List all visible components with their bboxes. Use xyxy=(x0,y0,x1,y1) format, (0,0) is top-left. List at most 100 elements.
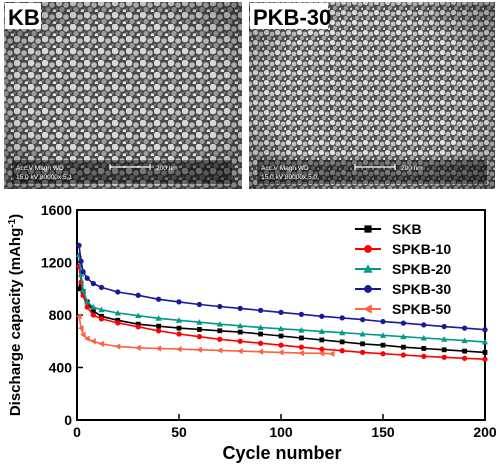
series-spkb-30 xyxy=(76,242,488,333)
data-point-spkb-30-13 xyxy=(257,307,264,314)
data-point-spkb-30-12 xyxy=(237,305,243,312)
data-point-spkb-30-2 xyxy=(80,269,86,275)
sem-info-line1-pkb30: Acc.V Magn WD xyxy=(261,165,309,172)
data-point-spkb-10-14 xyxy=(278,342,284,348)
data-point-spkb-10-6 xyxy=(115,320,121,326)
data-point-spkb-30-17 xyxy=(339,315,345,321)
data-point-spkb-10-23 xyxy=(461,355,468,361)
data-point-spkb-50-14 xyxy=(277,349,284,356)
data-point-skb-0 xyxy=(76,286,82,292)
y-axis-title-close: ) xyxy=(7,214,24,219)
data-point-spkb-10-24 xyxy=(482,356,488,362)
legend-item-spkb-30: SPKB-30 xyxy=(355,281,451,297)
data-point-spkb-20-13 xyxy=(257,324,264,330)
data-point-spkb-20-23 xyxy=(461,337,468,344)
data-point-spkb-30-19 xyxy=(380,318,386,325)
data-point-skb-10 xyxy=(197,327,202,332)
data-point-spkb-20-22 xyxy=(441,336,448,342)
data-point-skb-8 xyxy=(156,323,161,329)
data-point-spkb-20-19 xyxy=(379,332,387,338)
data-point-spkb-30-14 xyxy=(278,309,284,316)
sem-panel-pkb30: PKB-30 Acc.V Magn WD 15.0 kV 80000x 5.0 … xyxy=(249,2,495,189)
data-point-spkb-30-22 xyxy=(441,323,447,330)
data-point-spkb-10-5 xyxy=(98,316,105,322)
sem-panel-kb: KB Acc.V Magn WD 15.0 kV 80000x 5.1 200 … xyxy=(4,2,242,189)
data-point-skb-21 xyxy=(421,346,427,351)
data-point-spkb-20-21 xyxy=(420,334,427,341)
x-axis-title: Cycle number xyxy=(222,443,341,463)
data-point-spkb-30-9 xyxy=(176,299,182,305)
x-tick-label-0: 0 xyxy=(73,424,81,440)
data-point-spkb-50-11 xyxy=(216,347,223,354)
y-tick-label-0: 0 xyxy=(64,412,72,428)
legend-label-spkb-30: SPKB-30 xyxy=(392,281,451,297)
data-point-spkb-30-1 xyxy=(78,258,84,264)
x-tick-label-100: 100 xyxy=(269,424,293,440)
data-point-spkb-30-18 xyxy=(359,316,366,323)
y-tick-label-1200: 1200 xyxy=(41,255,72,271)
data-point-spkb-50-6 xyxy=(114,343,121,350)
data-point-spkb-10-17 xyxy=(339,348,345,354)
data-point-spkb-20-24 xyxy=(481,338,489,345)
y-tick-label-800: 800 xyxy=(49,307,73,323)
y-axis-title-main: Discharge capacity (mAhg xyxy=(7,228,24,416)
data-point-spkb-50-3 xyxy=(84,335,90,342)
x-tick-label-150: 150 xyxy=(371,424,395,440)
data-point-spkb-10-22 xyxy=(441,354,447,360)
data-point-skb-11 xyxy=(217,328,223,334)
data-point-spkb-50-5 xyxy=(98,340,104,347)
sem-image-pkb30-shade xyxy=(249,2,495,189)
data-point-spkb-50-7 xyxy=(135,344,141,351)
data-point-spkb-20-3 xyxy=(84,298,91,305)
scale-bar-label-pkb30: 200 nm xyxy=(401,165,423,172)
data-point-skb-17 xyxy=(339,339,345,345)
data-point-spkb-20-17 xyxy=(339,329,346,336)
legend-label-skb: SKB xyxy=(392,221,422,237)
data-point-skb-23 xyxy=(462,348,467,354)
data-point-spkb-20-20 xyxy=(400,333,407,340)
legend-item-spkb-20: SPKB-20 xyxy=(355,261,451,277)
data-point-spkb-30-23 xyxy=(461,325,468,331)
legend: SKB SPKB-10 SPKB-20 SPKB-30 SPKB-50 xyxy=(355,221,451,317)
data-point-spkb-20-6 xyxy=(114,309,121,316)
data-point-skb-22 xyxy=(441,347,447,353)
data-point-spkb-50-2 xyxy=(80,331,86,338)
data-point-spkb-20-7 xyxy=(135,312,142,319)
data-point-spkb-20-18 xyxy=(359,330,366,337)
legend-swatch-marker-spkb-30 xyxy=(364,285,372,293)
data-point-spkb-20-2 xyxy=(80,286,87,293)
data-point-spkb-30-3 xyxy=(84,275,90,281)
data-point-spkb-10-20 xyxy=(400,352,407,358)
legend-item-skb: SKB xyxy=(355,221,422,237)
data-point-spkb-20-16 xyxy=(318,328,325,334)
data-point-skb-12 xyxy=(237,329,243,335)
data-point-spkb-10-15 xyxy=(298,344,305,350)
data-point-spkb-10-12 xyxy=(237,338,243,344)
y-axis-title: Discharge capacity (mAhg-1) xyxy=(7,214,25,416)
data-point-spkb-20-1 xyxy=(77,271,85,277)
data-point-spkb-30-8 xyxy=(155,296,162,302)
data-point-spkb-10-10 xyxy=(196,334,203,340)
series-layer xyxy=(75,242,489,362)
data-point-spkb-20-10 xyxy=(196,319,203,325)
data-point-spkb-50-13 xyxy=(257,348,264,355)
data-point-spkb-20-4 xyxy=(90,304,97,310)
data-point-skb-4 xyxy=(90,308,96,314)
data-point-spkb-20-9 xyxy=(175,317,183,323)
data-point-spkb-30-16 xyxy=(319,313,325,319)
data-point-spkb-30-7 xyxy=(135,292,141,298)
series-spkb-20 xyxy=(75,251,489,345)
data-point-spkb-30-21 xyxy=(421,322,427,328)
data-point-spkb-10-13 xyxy=(257,340,264,346)
data-point-spkb-30-11 xyxy=(217,303,223,310)
data-point-spkb-50-16 xyxy=(318,350,325,357)
data-point-spkb-50-12 xyxy=(237,347,243,355)
data-point-spkb-50-15 xyxy=(298,349,304,357)
legend-label-spkb-20: SPKB-20 xyxy=(392,261,451,277)
data-point-skb-15 xyxy=(299,335,304,341)
sem-info-line2-kb: 15.0 kV 80000x 5.1 xyxy=(16,174,72,181)
panel-label-box-kb xyxy=(5,3,41,29)
